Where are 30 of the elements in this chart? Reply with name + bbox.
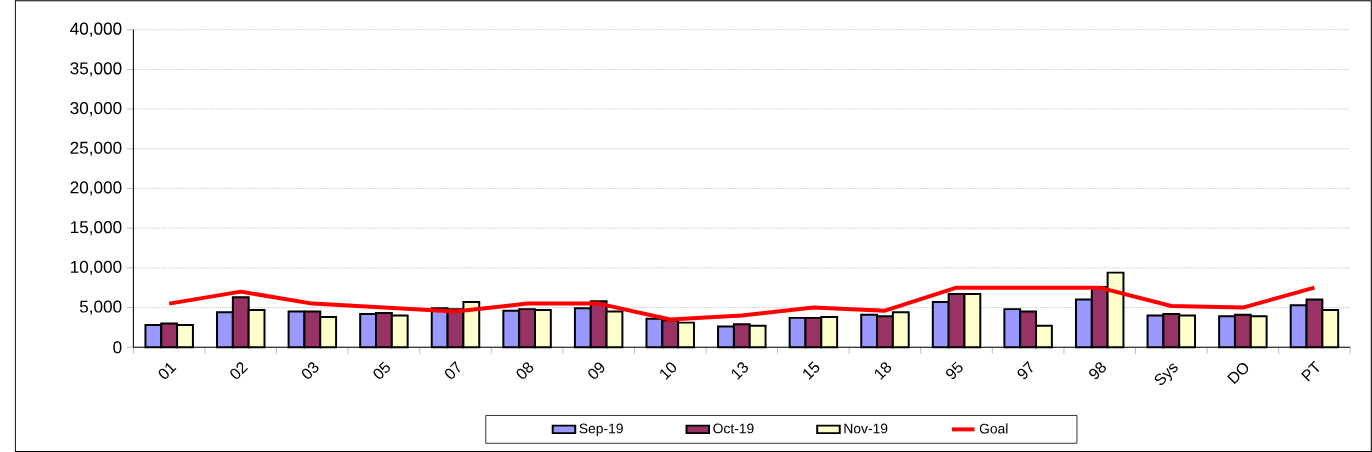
x-tick-label: 13 (731, 362, 748, 380)
x-tick-label: 15 (803, 361, 820, 380)
x-tick-label: 95 (946, 361, 963, 379)
x-tick-label: 09 (588, 362, 605, 379)
y-tick-label: 20,000 (70, 181, 122, 196)
x-tick-label: 07 (445, 361, 461, 379)
legend-label: Sep-19 (579, 423, 623, 437)
x-tick-label: 01 (158, 362, 177, 379)
x-tick-label: 05 (373, 361, 390, 379)
x-tick-label: 98 (1089, 362, 1106, 379)
legend-label: Goal (979, 423, 1008, 434)
x-tick-label: 03 (301, 362, 319, 379)
y-tick-label: 0 (113, 341, 122, 354)
y-tick-label: 10,000 (70, 260, 122, 275)
y-tick-label: 40,000 (70, 22, 122, 37)
x-tick-label: 08 (516, 362, 534, 379)
legend-label: Nov-19 (844, 423, 888, 434)
y-tick-label: 5,000 (79, 300, 122, 315)
x-tick-label: DO (1227, 362, 1249, 385)
x-tick-label: 18 (874, 362, 892, 380)
y-tick-label: 25,000 (70, 141, 122, 156)
legend-label: Oct-19 (713, 423, 754, 434)
x-tick-label: 02 (230, 362, 249, 379)
y-tick-label: 30,000 (70, 101, 122, 117)
x-tick-label: PT (1301, 360, 1320, 382)
y-tick-label: 15,000 (70, 221, 122, 236)
y-tick-label: 35,000 (70, 62, 122, 77)
x-tick-label: Sys (1154, 363, 1178, 386)
x-tick-label: 10 (660, 362, 677, 380)
x-tick-label: 97 (1017, 361, 1033, 379)
